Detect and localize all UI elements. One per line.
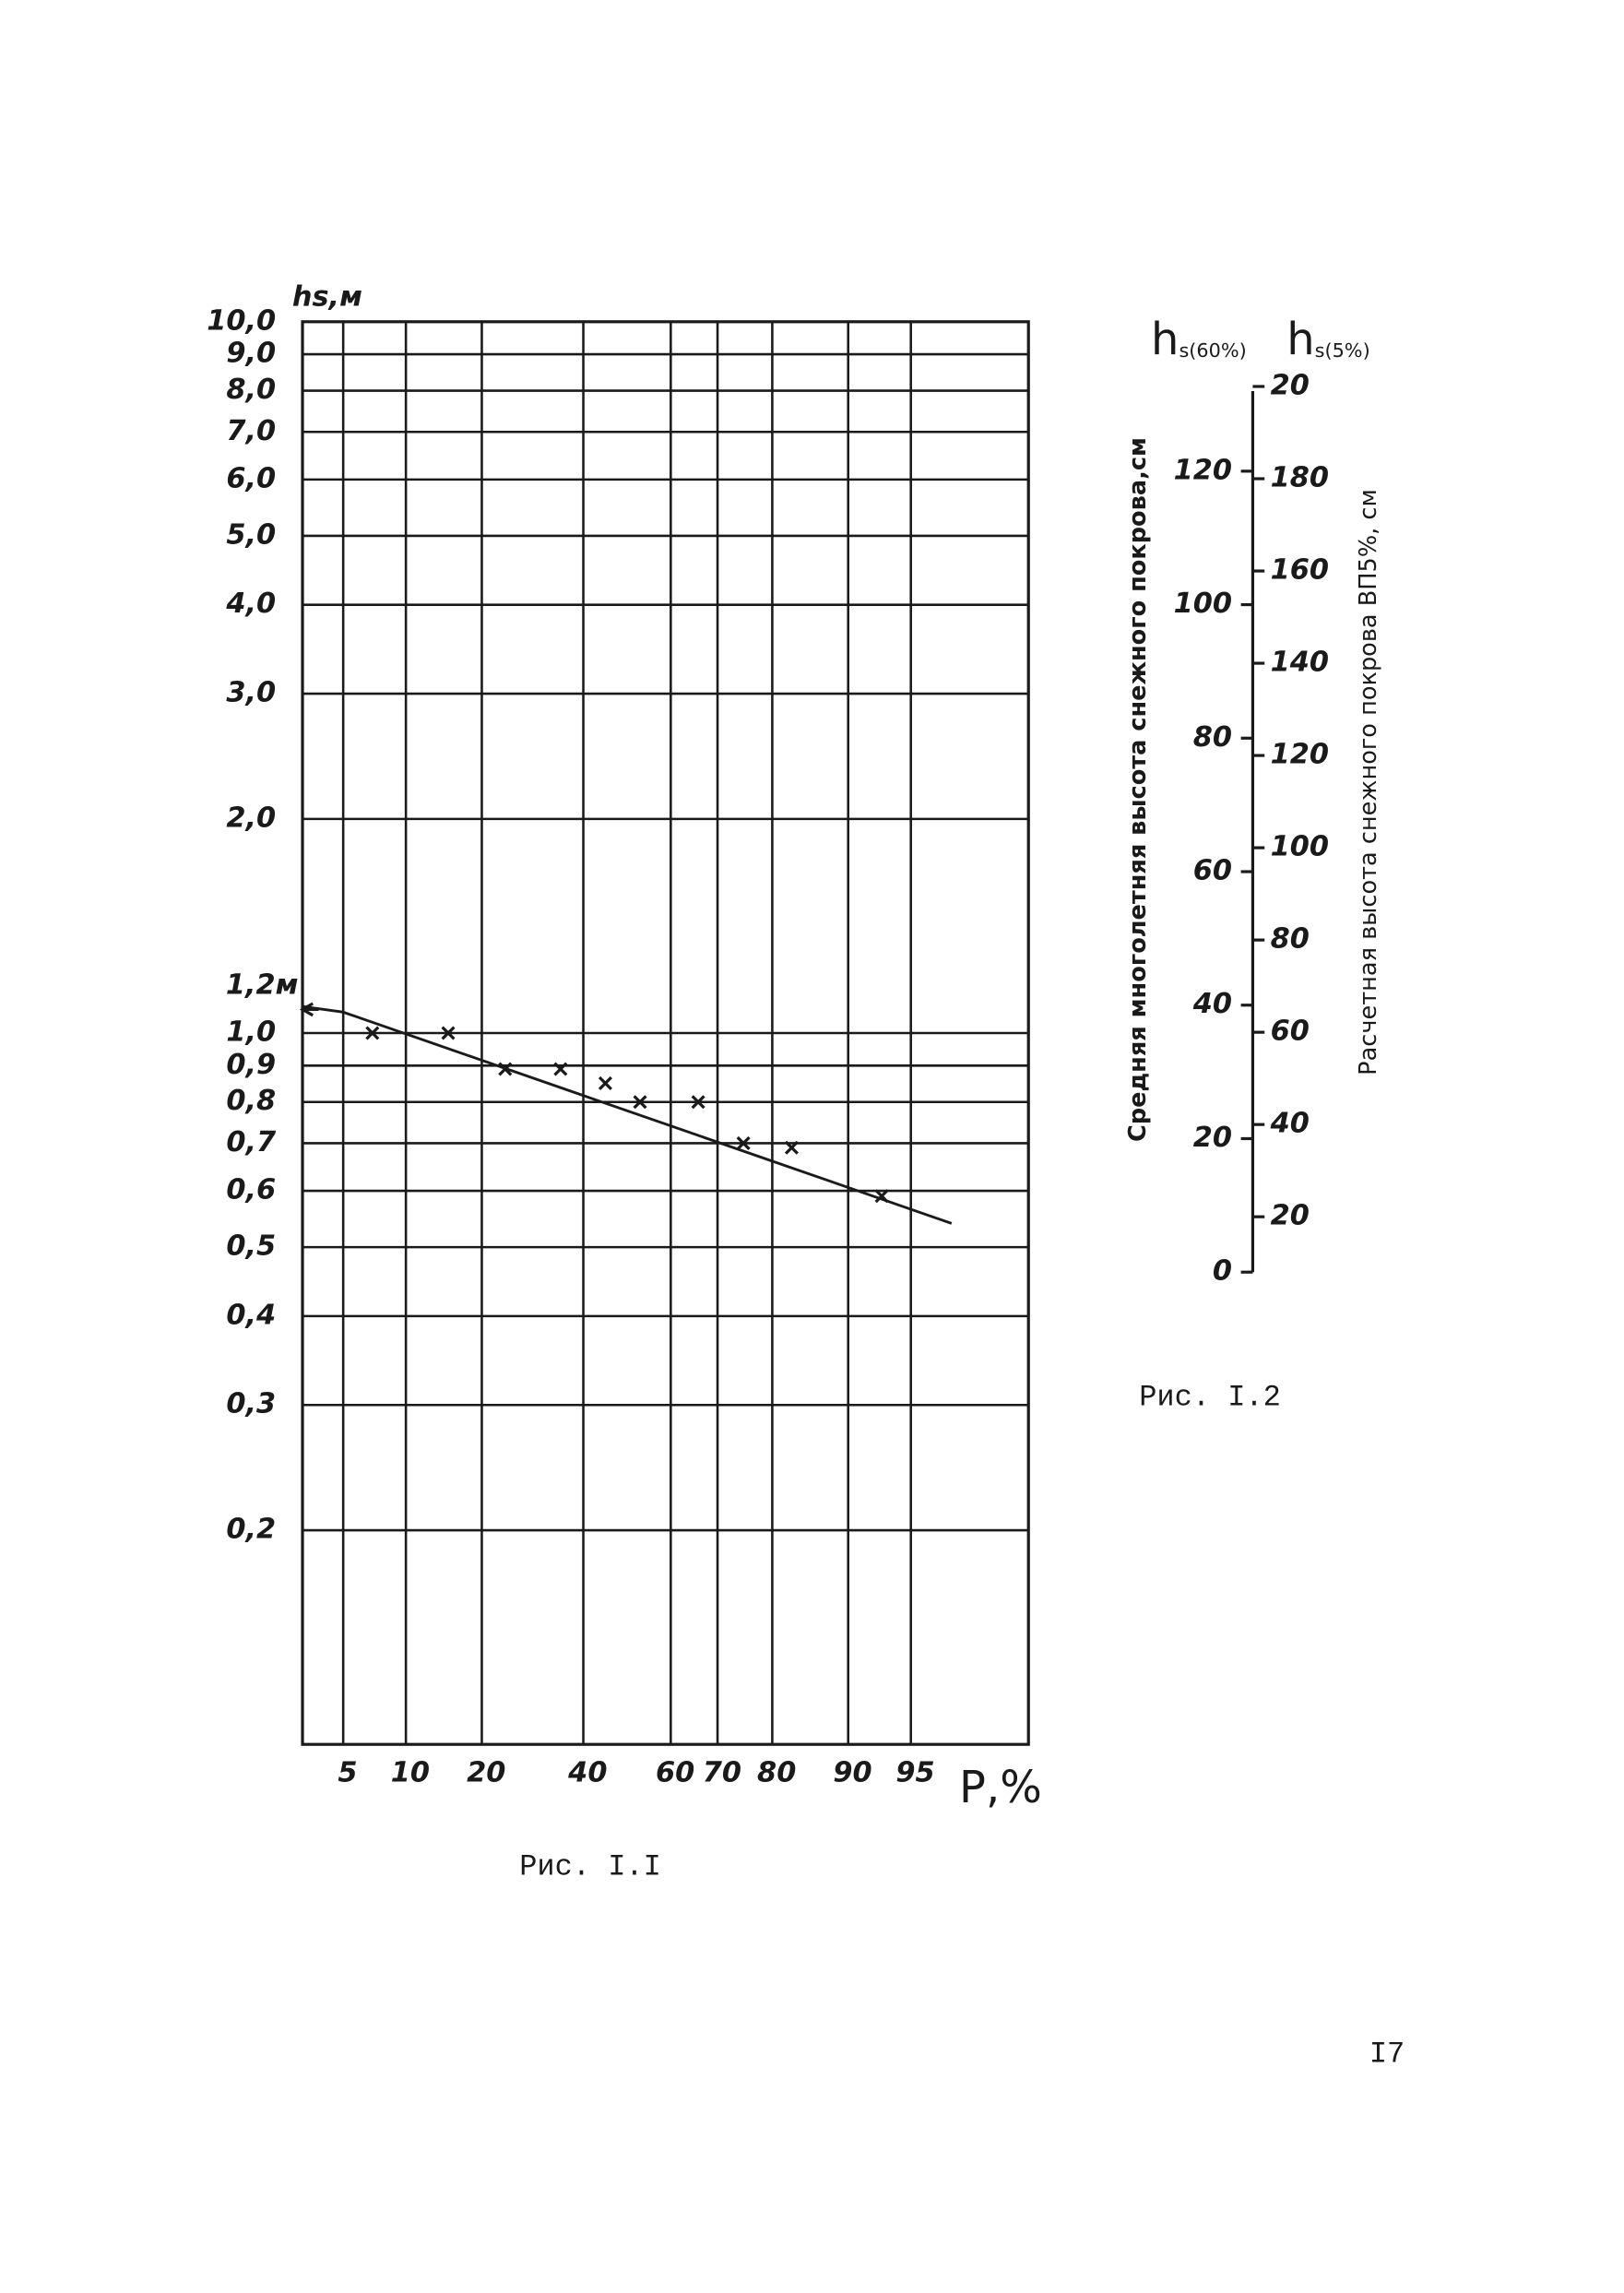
annotation: 1,2м bbox=[226, 968, 299, 1001]
y-tick-label: 9,0 bbox=[226, 338, 276, 370]
y2-tick-label: 160 bbox=[1271, 554, 1329, 587]
x-tick-label: 70 bbox=[703, 1757, 741, 1789]
y-tick-label: 0 bbox=[1213, 1255, 1232, 1288]
y2-tick-label: 20 bbox=[1271, 369, 1310, 401]
y-tick-label: 4,0 bbox=[225, 588, 276, 620]
y2-tick-label: 120 bbox=[1271, 739, 1329, 771]
chart-2: 0 20 40 60 80 100 120 20 40 60 80 100 120 140 160 180 20… bbox=[1124, 314, 1382, 1414]
y2-axis-label: Расчетная высота снежного покрова ВП5%, … bbox=[1355, 489, 1382, 1075]
x-tick-label: 90 bbox=[833, 1757, 871, 1789]
y-tick-label: 0,5 bbox=[226, 1230, 276, 1263]
data-point bbox=[598, 1075, 612, 1090]
y-tick-label: 1,0 bbox=[226, 1016, 276, 1049]
y-tick-label: 8,0 bbox=[226, 374, 276, 406]
y2-tick-label: 20 bbox=[1271, 1200, 1310, 1232]
scale-header: hs(60%) bbox=[1151, 314, 1247, 365]
x-tick-label: 10 bbox=[391, 1757, 430, 1789]
y-tick-label: 6,0 bbox=[226, 462, 276, 494]
page-number: I7 bbox=[1369, 2038, 1405, 2072]
chart-1: 10,09,0 8,0 7,0 6,0 5,0 4,0 3,0 2,0 1,00,9 0,8 0,7… bbox=[207, 281, 1042, 1884]
data-point bbox=[633, 1095, 647, 1110]
y-tick-label: 100 bbox=[1174, 588, 1232, 620]
x-tick-label: 40 bbox=[567, 1757, 607, 1789]
y2-tick-label: 80 bbox=[1271, 923, 1310, 956]
y-tick-label: 0,9 bbox=[226, 1049, 276, 1081]
x-tick-label: 5 bbox=[338, 1757, 357, 1789]
data-point bbox=[441, 1026, 456, 1040]
caption: Рис. I.2 bbox=[1139, 1381, 1281, 1415]
y-tick-label: 10,0 bbox=[207, 304, 276, 337]
y-tick-label: 3,0 bbox=[226, 677, 276, 709]
y-axis-label: hs,м bbox=[292, 281, 362, 314]
y-tick-label: 60 bbox=[1193, 855, 1232, 887]
x-tick-label: 80 bbox=[757, 1757, 796, 1789]
y-tick-label: 0,4 bbox=[226, 1299, 276, 1331]
y-tick-label: 7,0 bbox=[226, 415, 276, 447]
y2-tick-label: 40 bbox=[1270, 1108, 1310, 1140]
data-point bbox=[365, 1026, 380, 1040]
y-tick-label: 80 bbox=[1193, 721, 1232, 754]
x-tick-label: 60 bbox=[656, 1757, 694, 1789]
y-tick-label: 0,8 bbox=[226, 1085, 276, 1117]
header-sub: s(5%) bbox=[1315, 339, 1370, 362]
y2-tick-label: 140 bbox=[1271, 647, 1329, 679]
header-main: h bbox=[1151, 314, 1179, 365]
plot-frame bbox=[301, 320, 1030, 1746]
y2-tick-label: 100 bbox=[1271, 831, 1329, 863]
data-point bbox=[553, 1062, 568, 1076]
y-tick-label: 0,2 bbox=[226, 1514, 276, 1546]
header-sub: s(60%) bbox=[1179, 339, 1246, 362]
y-tick-label: 20 bbox=[1193, 1122, 1232, 1154]
y-tick-label: 0,3 bbox=[226, 1388, 276, 1420]
header-main: h bbox=[1286, 314, 1314, 365]
y2-tick-label: 180 bbox=[1271, 462, 1329, 494]
x-tick-label: 20 bbox=[467, 1757, 505, 1789]
y-axis-label: Средняя многолетняя высота снежного покр… bbox=[1124, 437, 1152, 1142]
data-point bbox=[784, 1140, 800, 1155]
fit-line bbox=[302, 1004, 953, 1225]
y-tick-label: 0,7 bbox=[226, 1126, 277, 1158]
y-tick-label: 40 bbox=[1192, 988, 1232, 1020]
x-axis-label: P,% bbox=[959, 1762, 1042, 1813]
y-tick-label: 5,0 bbox=[226, 518, 276, 551]
caption: Рис. I.I bbox=[519, 1849, 661, 1883]
y-tick-label: 0,6 bbox=[226, 1174, 276, 1206]
data-point bbox=[691, 1095, 705, 1110]
scale-header: hs(5%) bbox=[1286, 314, 1369, 365]
y-tick-label: 2,0 bbox=[226, 802, 276, 834]
y2-tick-label: 60 bbox=[1271, 1016, 1310, 1048]
data-point bbox=[736, 1135, 751, 1150]
y-tick-label: 120 bbox=[1174, 454, 1232, 486]
x-tick-label: 95 bbox=[895, 1757, 934, 1789]
